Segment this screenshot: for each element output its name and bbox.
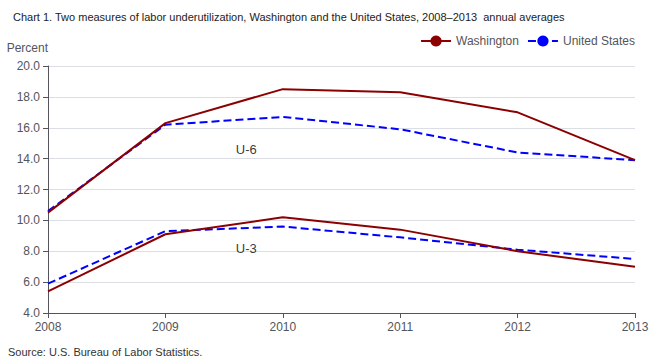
svg-text:2011: 2011 (387, 320, 413, 334)
svg-text:14.0: 14.0 (17, 152, 41, 166)
svg-text:6.0: 6.0 (23, 275, 40, 289)
svg-text:2008: 2008 (35, 320, 62, 334)
svg-text:2009: 2009 (152, 320, 179, 334)
svg-text:2010: 2010 (269, 320, 296, 334)
svg-text:Percent: Percent (7, 41, 49, 55)
svg-text:4.0: 4.0 (23, 306, 40, 320)
svg-text:Washington: Washington (456, 34, 519, 48)
svg-text:United States: United States (563, 34, 635, 48)
svg-text:16.0: 16.0 (17, 121, 41, 135)
svg-text:U-3: U-3 (236, 241, 257, 256)
svg-text:2013: 2013 (622, 320, 649, 334)
svg-text:18.0: 18.0 (17, 90, 41, 104)
svg-text:Chart 1. Two measures of labor: Chart 1. Two measures of labor underutil… (13, 11, 565, 23)
svg-text:Source: U.S. Bureau of Labor S: Source: U.S. Bureau of Labor Statistics. (8, 346, 202, 358)
svg-text:10.0: 10.0 (17, 213, 41, 227)
svg-text:20.0: 20.0 (17, 59, 41, 73)
svg-text:U-6: U-6 (236, 142, 257, 157)
svg-text:12.0: 12.0 (17, 183, 41, 197)
svg-text:2012: 2012 (504, 320, 531, 334)
svg-text:8.0: 8.0 (23, 244, 40, 258)
